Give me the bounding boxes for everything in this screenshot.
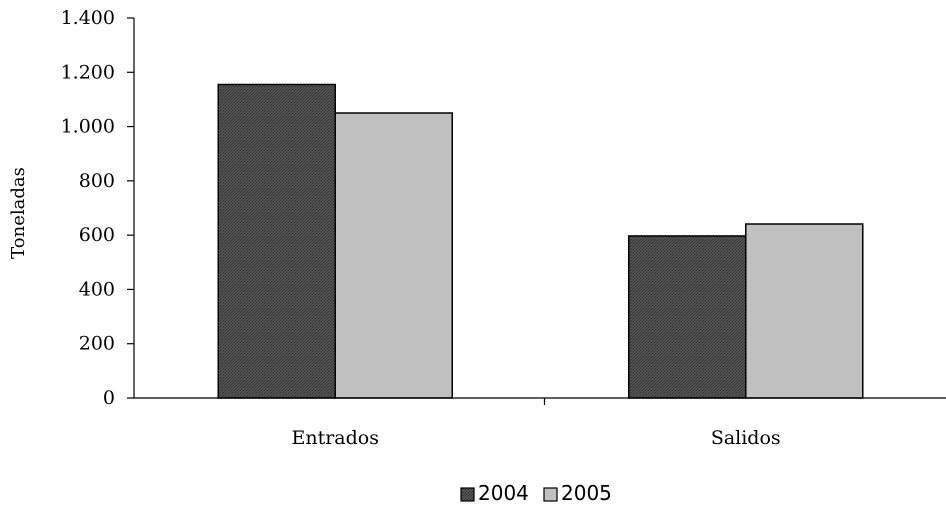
y-tick-label: 400: [79, 278, 115, 300]
y-tick-label: 600: [79, 224, 115, 246]
category-label: Entrados: [291, 427, 379, 449]
legend-swatch-2005: [543, 487, 558, 502]
legend-swatch-2004: [460, 487, 475, 502]
y-axis-ticks: 0 200 400 600 800 1.000 1.200 1.400: [61, 7, 134, 409]
legend-label: 2004: [478, 481, 529, 505]
y-tick-label: 1.000: [61, 116, 115, 138]
bar-2004-entrados: [217, 83, 336, 399]
y-tick-label: 800: [79, 170, 115, 192]
category-labels: Entrados Salidos: [291, 427, 780, 449]
bar-2004-salidos: [628, 235, 747, 399]
bar-2005-entrados: [334, 112, 453, 399]
y-tick-label: 0: [103, 387, 115, 409]
legend-label: 2005: [561, 481, 612, 505]
bar-2005-salidos: [745, 223, 864, 399]
y-axis-title: Toneladas: [8, 167, 29, 259]
axes: [133, 18, 946, 405]
y-tick-label: 1.200: [61, 61, 115, 83]
y-tick-label: 200: [79, 333, 115, 355]
y-tick-label: 1.400: [61, 7, 115, 29]
bars: [217, 83, 864, 399]
category-label: Salidos: [711, 427, 781, 449]
legend: 2004 2005: [460, 481, 612, 505]
